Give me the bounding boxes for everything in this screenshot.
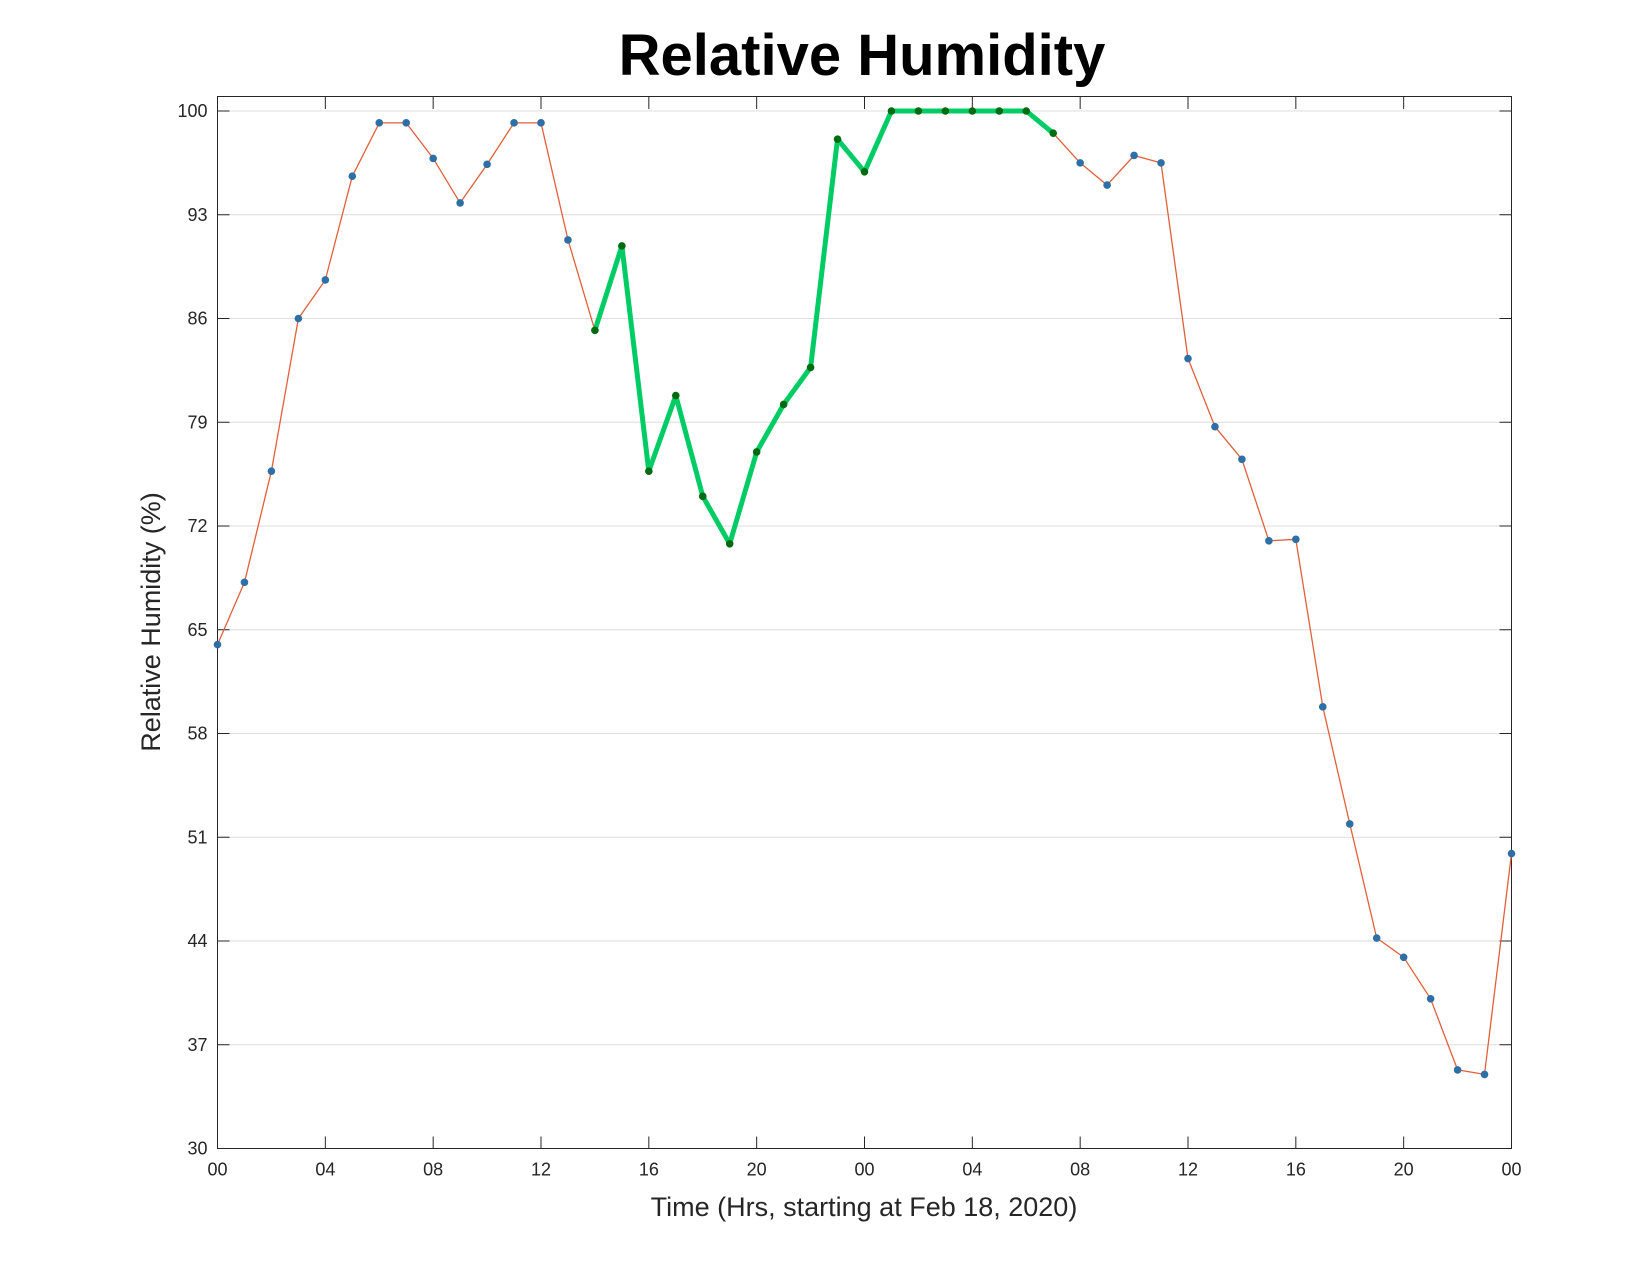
data-markers bbox=[213, 107, 1516, 1079]
y-axis-label: Relative Humidity (%) bbox=[136, 492, 166, 752]
x-tick-label: 08 bbox=[423, 1160, 443, 1180]
highlight-data-point bbox=[968, 107, 977, 115]
x-tick-label: 20 bbox=[747, 1160, 767, 1180]
data-point bbox=[1480, 1070, 1489, 1079]
x-tick-labels: 00 04 08 12 16 20 00 04 08 12 16 20 00 bbox=[207, 1160, 1521, 1180]
x-tick-label: 00 bbox=[854, 1160, 874, 1180]
data-point bbox=[1103, 181, 1111, 189]
data-point bbox=[1399, 953, 1408, 962]
highlight-data-point bbox=[618, 242, 626, 250]
data-point bbox=[456, 199, 464, 207]
y-tick-label: 86 bbox=[187, 309, 207, 329]
chart-title: Relative Humidity bbox=[619, 23, 1106, 88]
highlight-data-point bbox=[860, 167, 869, 176]
y-tick-label: 30 bbox=[187, 1139, 207, 1159]
data-point bbox=[1453, 1066, 1462, 1074]
x-tick-label: 00 bbox=[1501, 1160, 1521, 1180]
data-point bbox=[375, 119, 384, 127]
data-point bbox=[348, 172, 357, 181]
data-point bbox=[1318, 703, 1327, 711]
data-point bbox=[1426, 995, 1435, 1003]
highlight-data-point bbox=[887, 107, 896, 115]
y-tick-label: 79 bbox=[187, 412, 207, 432]
gridlines bbox=[217, 110, 1512, 1046]
highlight-data-point bbox=[806, 363, 815, 372]
x-tick-label: 08 bbox=[1070, 1160, 1090, 1180]
x-tick-label: 16 bbox=[1286, 1160, 1306, 1180]
data-point bbox=[564, 236, 572, 244]
highlight-data-point bbox=[941, 107, 950, 115]
data-point bbox=[1265, 537, 1273, 545]
x-tick-label: 12 bbox=[1178, 1160, 1198, 1180]
x-tick-label: 04 bbox=[315, 1160, 335, 1180]
data-point bbox=[537, 119, 545, 127]
axis-ticks bbox=[217, 97, 1512, 1149]
y-tick-label: 72 bbox=[187, 516, 207, 536]
data-point bbox=[1130, 151, 1138, 160]
y-tick-labels: 30 37 44 51 58 65 72 79 86 93 100 bbox=[177, 101, 207, 1159]
data-point bbox=[1507, 849, 1516, 858]
data-point bbox=[1184, 354, 1192, 363]
data-point bbox=[429, 154, 437, 163]
y-tick-label: 51 bbox=[187, 827, 207, 847]
y-tick-label: 100 bbox=[177, 101, 207, 121]
data-point bbox=[1076, 159, 1084, 167]
highlight-data-point bbox=[752, 448, 761, 456]
x-tick-label: 04 bbox=[962, 1160, 982, 1180]
data-point bbox=[213, 640, 222, 649]
data-point bbox=[1157, 159, 1165, 167]
highlight-data-point bbox=[1049, 129, 1058, 138]
y-tick-label: 37 bbox=[187, 1035, 207, 1055]
y-tick-label: 65 bbox=[187, 620, 207, 640]
highlight-data-point bbox=[725, 539, 734, 548]
data-point bbox=[240, 578, 249, 587]
y-tick-label: 93 bbox=[187, 205, 207, 225]
highlight-data-point bbox=[1022, 107, 1031, 115]
y-tick-label: 58 bbox=[187, 724, 207, 744]
data-point bbox=[402, 119, 411, 127]
x-axis-label: Time (Hrs, starting at Feb 18, 2020) bbox=[651, 1192, 1078, 1222]
series-line-highlight bbox=[592, 108, 1056, 547]
data-point bbox=[483, 160, 491, 169]
highlight-data-point bbox=[645, 467, 653, 475]
data-point bbox=[1238, 455, 1246, 464]
highlight-data-point bbox=[995, 107, 1004, 115]
x-tick-label: 00 bbox=[207, 1160, 227, 1180]
data-point bbox=[321, 276, 330, 284]
data-point bbox=[267, 467, 276, 475]
data-point bbox=[294, 314, 303, 323]
highlight-data-point bbox=[698, 492, 707, 501]
highlight-data-point bbox=[833, 135, 842, 143]
data-point bbox=[510, 119, 518, 127]
highlight-data-point bbox=[591, 326, 599, 335]
x-tick-label: 16 bbox=[639, 1160, 659, 1180]
highlight-data-point bbox=[914, 107, 923, 115]
data-point bbox=[1372, 934, 1381, 942]
highlight-data-point bbox=[779, 400, 788, 409]
highlight-data-point bbox=[671, 391, 680, 400]
x-tick-label: 20 bbox=[1394, 1160, 1414, 1180]
data-point bbox=[1345, 820, 1354, 828]
data-point bbox=[1292, 535, 1300, 544]
x-tick-label: 12 bbox=[531, 1160, 551, 1180]
data-point bbox=[1211, 422, 1219, 431]
y-tick-label: 44 bbox=[187, 931, 207, 951]
